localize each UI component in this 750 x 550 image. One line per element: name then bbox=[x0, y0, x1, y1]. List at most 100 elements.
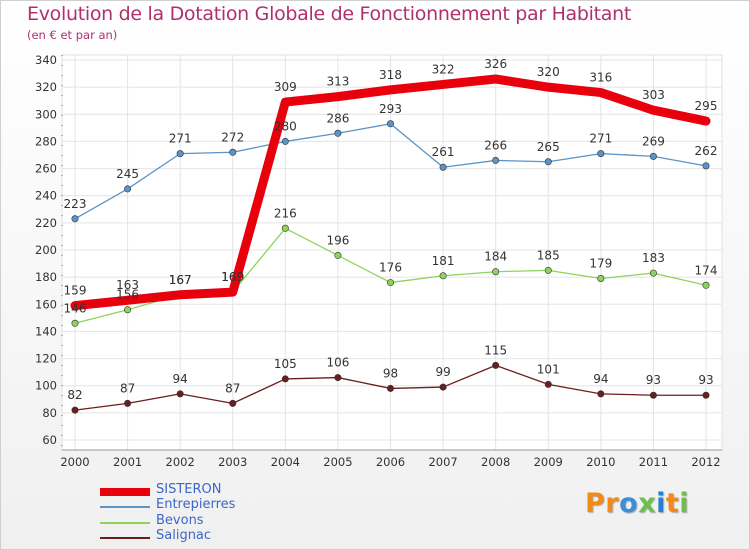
data-label-bevons: 167 bbox=[169, 273, 192, 287]
data-label-entrepierres: 271 bbox=[589, 132, 612, 146]
data-label-salignac: 98 bbox=[383, 366, 398, 380]
data-label-sisteron: 163 bbox=[116, 278, 139, 292]
y-tick-label: 240 bbox=[35, 189, 57, 203]
data-point-entrepierres bbox=[71, 215, 79, 223]
data-label-bevons: 181 bbox=[432, 254, 455, 268]
data-label-sisteron: 316 bbox=[589, 71, 612, 85]
data-label-entrepierres: 245 bbox=[116, 167, 139, 181]
data-point-entrepierres bbox=[492, 156, 500, 164]
data-label-sisteron: 322 bbox=[432, 62, 455, 76]
data-label-salignac: 105 bbox=[274, 357, 297, 371]
legend-label: SISTERON bbox=[156, 482, 222, 497]
data-label-salignac: 82 bbox=[67, 388, 82, 402]
data-point-bevons bbox=[492, 268, 500, 276]
data-label-bevons: 185 bbox=[537, 248, 560, 262]
data-label-sisteron: 320 bbox=[537, 65, 560, 79]
y-tick-label: 160 bbox=[35, 297, 57, 311]
data-point-entrepierres bbox=[439, 163, 447, 171]
data-point-salignac bbox=[702, 391, 710, 399]
data-point-salignac bbox=[649, 391, 657, 399]
y-tick-label: 220 bbox=[35, 216, 57, 230]
data-point-bevons bbox=[702, 281, 710, 289]
data-point-entrepierres bbox=[281, 137, 289, 145]
data-label-bevons: 176 bbox=[379, 261, 402, 275]
data-label-sisteron: 303 bbox=[642, 88, 665, 102]
data-label-salignac: 99 bbox=[435, 365, 450, 379]
data-label-bevons: 169 bbox=[221, 270, 244, 284]
data-label-entrepierres: 272 bbox=[221, 130, 244, 144]
data-label-salignac: 115 bbox=[484, 343, 507, 357]
logo-letter: i bbox=[656, 488, 666, 519]
legend-swatch bbox=[100, 537, 150, 539]
x-tick-label: 2002 bbox=[166, 455, 195, 469]
y-tick-label: 80 bbox=[42, 406, 57, 420]
data-point-salignac bbox=[334, 374, 342, 382]
data-label-bevons: 156 bbox=[116, 288, 139, 302]
data-label-entrepierres: 262 bbox=[695, 144, 718, 158]
data-point-bevons bbox=[544, 266, 552, 274]
data-point-bevons bbox=[439, 272, 447, 280]
x-tick-label: 2004 bbox=[271, 455, 300, 469]
x-tick-label: 2007 bbox=[428, 455, 457, 469]
x-tick-label: 2005 bbox=[323, 455, 352, 469]
data-label-salignac: 94 bbox=[593, 372, 608, 386]
data-point-salignac bbox=[544, 380, 552, 388]
data-point-bevons bbox=[649, 269, 657, 277]
data-point-entrepierres bbox=[702, 162, 710, 170]
data-label-entrepierres: 280 bbox=[274, 119, 297, 133]
legend-label: Bevons bbox=[156, 513, 204, 528]
y-tick-label: 60 bbox=[42, 433, 57, 447]
data-label-entrepierres: 261 bbox=[432, 145, 455, 159]
y-tick-label: 280 bbox=[35, 134, 57, 148]
y-tick-label: 120 bbox=[35, 352, 57, 366]
data-label-entrepierres: 265 bbox=[537, 140, 560, 154]
data-point-bevons bbox=[386, 279, 394, 287]
data-point-bevons bbox=[71, 319, 79, 327]
data-label-sisteron: 326 bbox=[484, 57, 507, 71]
data-label-bevons: 184 bbox=[484, 250, 507, 264]
data-label-bevons: 179 bbox=[589, 257, 612, 271]
x-tick-label: 2012 bbox=[691, 455, 720, 469]
legend-swatch bbox=[100, 522, 150, 524]
data-label-salignac: 87 bbox=[225, 381, 240, 395]
data-label-entrepierres: 271 bbox=[169, 132, 192, 146]
y-tick-label: 340 bbox=[35, 53, 57, 67]
data-point-salignac bbox=[176, 390, 184, 398]
x-tick-label: 2008 bbox=[481, 455, 510, 469]
data-label-sisteron: 295 bbox=[695, 99, 718, 113]
data-label-sisteron: 167 bbox=[169, 273, 192, 287]
data-point-bevons bbox=[124, 306, 132, 314]
data-label-bevons: 146 bbox=[64, 301, 87, 315]
data-label-salignac: 93 bbox=[698, 373, 713, 387]
series-line-sisteron bbox=[70, 74, 711, 311]
y-tick-label: 100 bbox=[35, 379, 57, 393]
x-tick-label: 2009 bbox=[534, 455, 563, 469]
data-point-salignac bbox=[597, 390, 605, 398]
data-label-bevons: 183 bbox=[642, 251, 665, 265]
logo-letter: t bbox=[665, 488, 680, 519]
x-tick-label: 2003 bbox=[218, 455, 247, 469]
data-label-salignac: 93 bbox=[646, 373, 661, 387]
data-label-salignac: 87 bbox=[120, 381, 135, 395]
legend-label: Entrepierres bbox=[156, 497, 236, 512]
data-point-entrepierres bbox=[334, 129, 342, 137]
x-tick-label: 2010 bbox=[586, 455, 615, 469]
legend-label: Salignac bbox=[156, 528, 212, 543]
data-point-salignac bbox=[281, 375, 289, 383]
y-tick-label: 200 bbox=[35, 243, 57, 257]
data-label-bevons: 174 bbox=[695, 263, 718, 277]
data-label-sisteron: 169 bbox=[221, 270, 244, 284]
x-tick-label: 2006 bbox=[376, 455, 405, 469]
legend-swatch bbox=[100, 506, 150, 508]
data-point-salignac bbox=[124, 399, 132, 407]
data-label-bevons: 216 bbox=[274, 206, 297, 220]
y-tick-label: 300 bbox=[35, 107, 57, 121]
data-point-salignac bbox=[492, 361, 500, 369]
proxiti-logo: Proxiti bbox=[585, 488, 689, 519]
x-tick-label: 2011 bbox=[639, 455, 668, 469]
data-point-entrepierres bbox=[649, 152, 657, 160]
data-label-bevons: 196 bbox=[326, 233, 349, 247]
y-tick-label: 180 bbox=[35, 270, 57, 284]
data-label-salignac: 106 bbox=[326, 356, 349, 370]
